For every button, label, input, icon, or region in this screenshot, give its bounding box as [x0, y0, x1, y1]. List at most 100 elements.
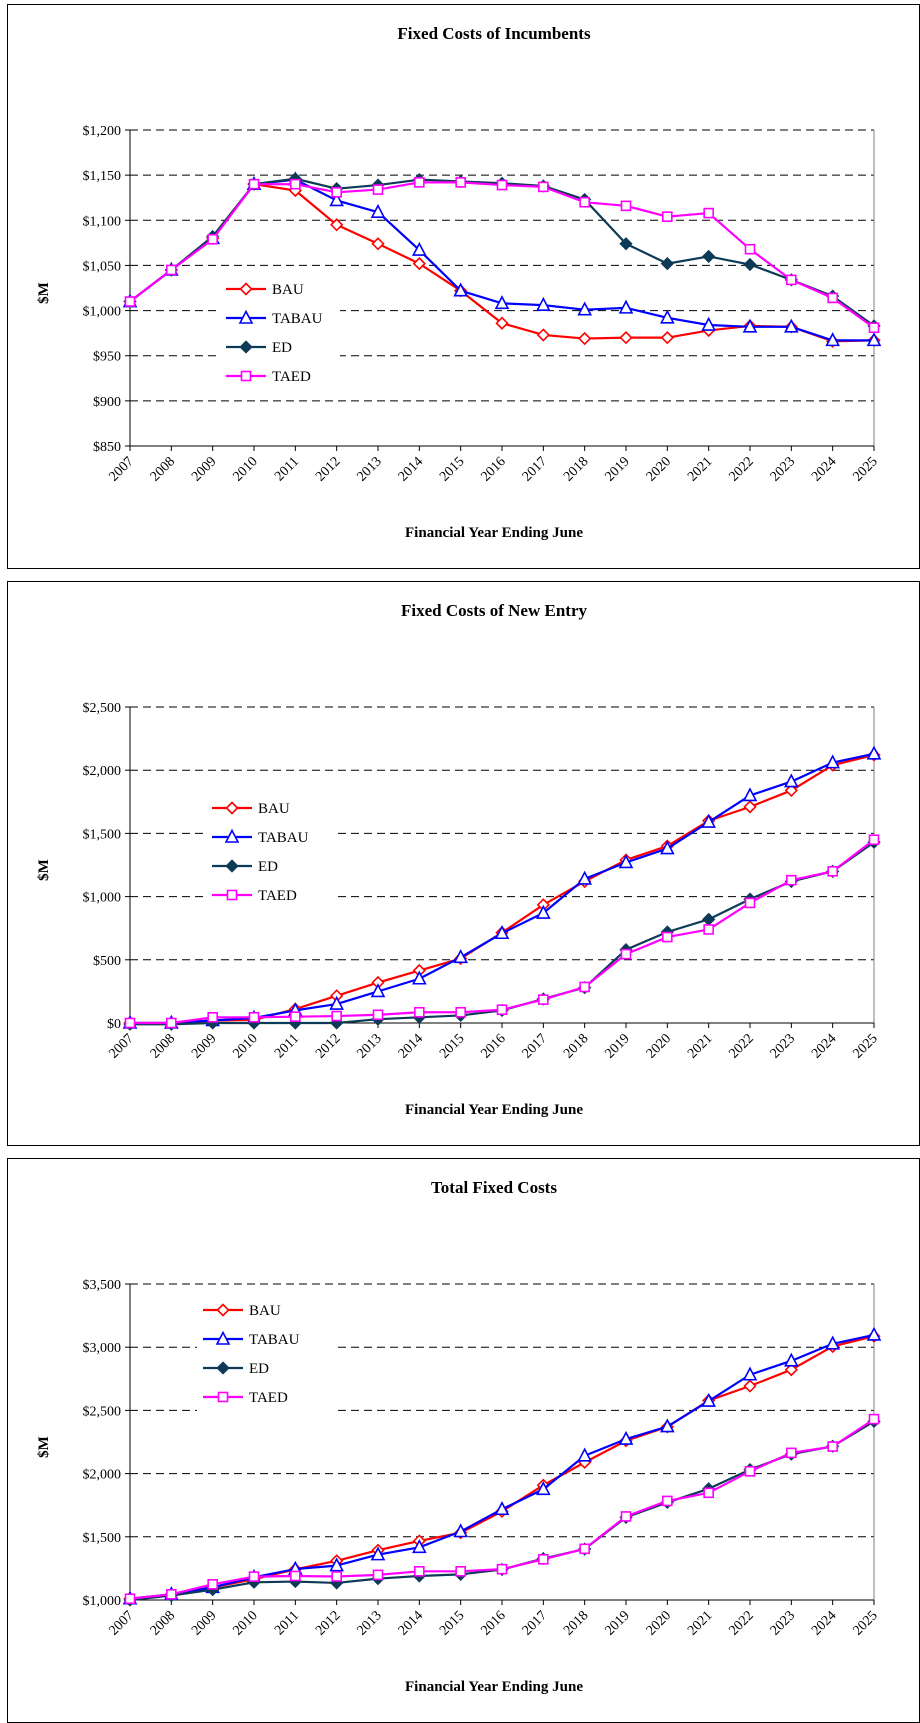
x-tick-label: 2020 — [644, 1608, 674, 1638]
point-tabau — [784, 773, 799, 788]
legend-label-ed: ED — [258, 859, 278, 875]
legend-label-bau: BAU — [258, 801, 290, 817]
legend-label-taed: TAED — [258, 888, 297, 904]
y-tick-label: $850 — [93, 440, 121, 455]
legend: BAU TABAU ED TAED — [220, 273, 340, 398]
point-taed — [248, 1012, 260, 1023]
point-taed — [538, 994, 549, 1005]
point-ed — [743, 257, 757, 272]
series-taed — [124, 177, 880, 334]
x-tick-label: 2015 — [437, 1608, 467, 1638]
legend-marker-taed — [226, 889, 238, 901]
y-tick-label: $3,500 — [83, 1278, 122, 1293]
point-ed — [702, 912, 716, 926]
point-tabau — [577, 1447, 592, 1462]
x-tick-label: 2022 — [726, 454, 756, 484]
x-tick-label: 2013 — [354, 454, 384, 484]
x-tick-label: 2009 — [189, 454, 219, 484]
y-tick-label: $1,000 — [83, 1594, 122, 1609]
point-taed — [290, 1570, 301, 1582]
point-tabau — [742, 787, 758, 802]
point-taed — [414, 1006, 425, 1018]
point-taed — [331, 1010, 342, 1022]
point-tabau — [412, 1539, 427, 1554]
point-taed — [455, 177, 466, 188]
y-axis-title: $M — [36, 859, 52, 881]
legend-label-taed: TAED — [249, 1390, 288, 1406]
x-tick-label: 2018 — [561, 1031, 591, 1061]
x-tick-label: 2019 — [602, 1031, 632, 1061]
x-tick-label: 2014 — [396, 454, 426, 484]
y-tick-label: $500 — [93, 954, 121, 969]
point-taed — [579, 196, 590, 208]
y-tick-label: $2,500 — [83, 701, 122, 716]
x-tick-label: 2024 — [809, 1608, 839, 1638]
point-tabau — [618, 1430, 634, 1445]
x-tick-label: 2016 — [478, 1031, 508, 1061]
legend-marker-taed — [217, 1391, 229, 1403]
legend-label-taed: TAED — [272, 369, 311, 385]
point-tabau — [412, 241, 427, 256]
point-ed — [619, 237, 633, 251]
point-taed — [124, 1017, 136, 1029]
point-tabau — [701, 813, 716, 828]
point-tabau — [536, 296, 551, 311]
x-tick-label: 2025 — [850, 1031, 880, 1061]
legend-label-tabau: TABAU — [258, 830, 309, 846]
legend-label-tabau: TABAU — [249, 1332, 300, 1348]
x-tick-label: 2009 — [189, 1031, 219, 1061]
point-taed — [703, 207, 714, 219]
x-tick-label: 2025 — [850, 454, 880, 484]
point-taed — [868, 834, 880, 846]
x-tick-label: 2017 — [520, 1608, 550, 1638]
point-taed — [827, 866, 838, 877]
x-tick-label: 2020 — [644, 1031, 674, 1061]
point-tabau — [825, 332, 840, 347]
x-tick-label: 2010 — [230, 1031, 260, 1061]
x-tick-label: 2012 — [313, 1608, 343, 1638]
chart-title: Fixed Costs of New Entry — [401, 601, 588, 620]
point-tabau — [494, 1501, 510, 1516]
point-taed — [166, 1589, 177, 1600]
point-tabau — [494, 925, 510, 940]
point-taed — [662, 1495, 673, 1507]
x-tick-label: 2023 — [768, 1031, 798, 1061]
point-taed — [496, 1004, 508, 1016]
legend-marker-bau — [239, 282, 253, 296]
point-tabau — [825, 1335, 840, 1350]
x-tick-label: 2017 — [520, 454, 550, 484]
legend-marker-ed — [239, 340, 253, 354]
x-tick-label: 2011 — [272, 1608, 302, 1638]
point-taed — [579, 1543, 590, 1555]
point-taed — [786, 874, 797, 886]
point-tabau — [536, 904, 551, 919]
x-axis-title: Financial Year Ending June — [405, 1102, 583, 1118]
chart-panel-incumbents: Fixed Costs of Incumbents $850 $900 $950 $1,… — [7, 4, 920, 569]
x-tick-label: 2021 — [685, 1031, 715, 1061]
legend-label-bau: BAU — [272, 282, 304, 298]
x-tick-label: 2019 — [602, 1608, 632, 1638]
point-tabau — [866, 1326, 882, 1341]
chart-title: Total Fixed Costs — [431, 1178, 557, 1197]
point-tabau — [866, 745, 882, 760]
y-tick-label: $2,000 — [83, 1468, 122, 1483]
point-tabau — [825, 754, 840, 769]
x-tick-label: 2008 — [148, 1608, 178, 1638]
point-tabau — [660, 309, 675, 324]
y-tick-label: $3,000 — [83, 1341, 122, 1356]
point-taed — [744, 897, 756, 909]
x-tick-label: 2017 — [520, 1031, 550, 1061]
legend-marker-bau — [225, 801, 239, 815]
legend-marker-tabau — [224, 828, 240, 843]
point-taed — [786, 274, 797, 286]
point-tabau — [453, 1523, 468, 1538]
x-tick-label: 2015 — [437, 1031, 467, 1061]
point-bau — [784, 1363, 798, 1377]
y-axis-title: $M — [36, 1436, 52, 1458]
y-tick-label: $900 — [93, 395, 121, 410]
point-taed — [455, 1566, 466, 1577]
x-tick-label: 2014 — [396, 1031, 426, 1061]
point-ed — [660, 256, 674, 271]
point-bau — [619, 331, 633, 345]
point-taed — [579, 981, 590, 993]
